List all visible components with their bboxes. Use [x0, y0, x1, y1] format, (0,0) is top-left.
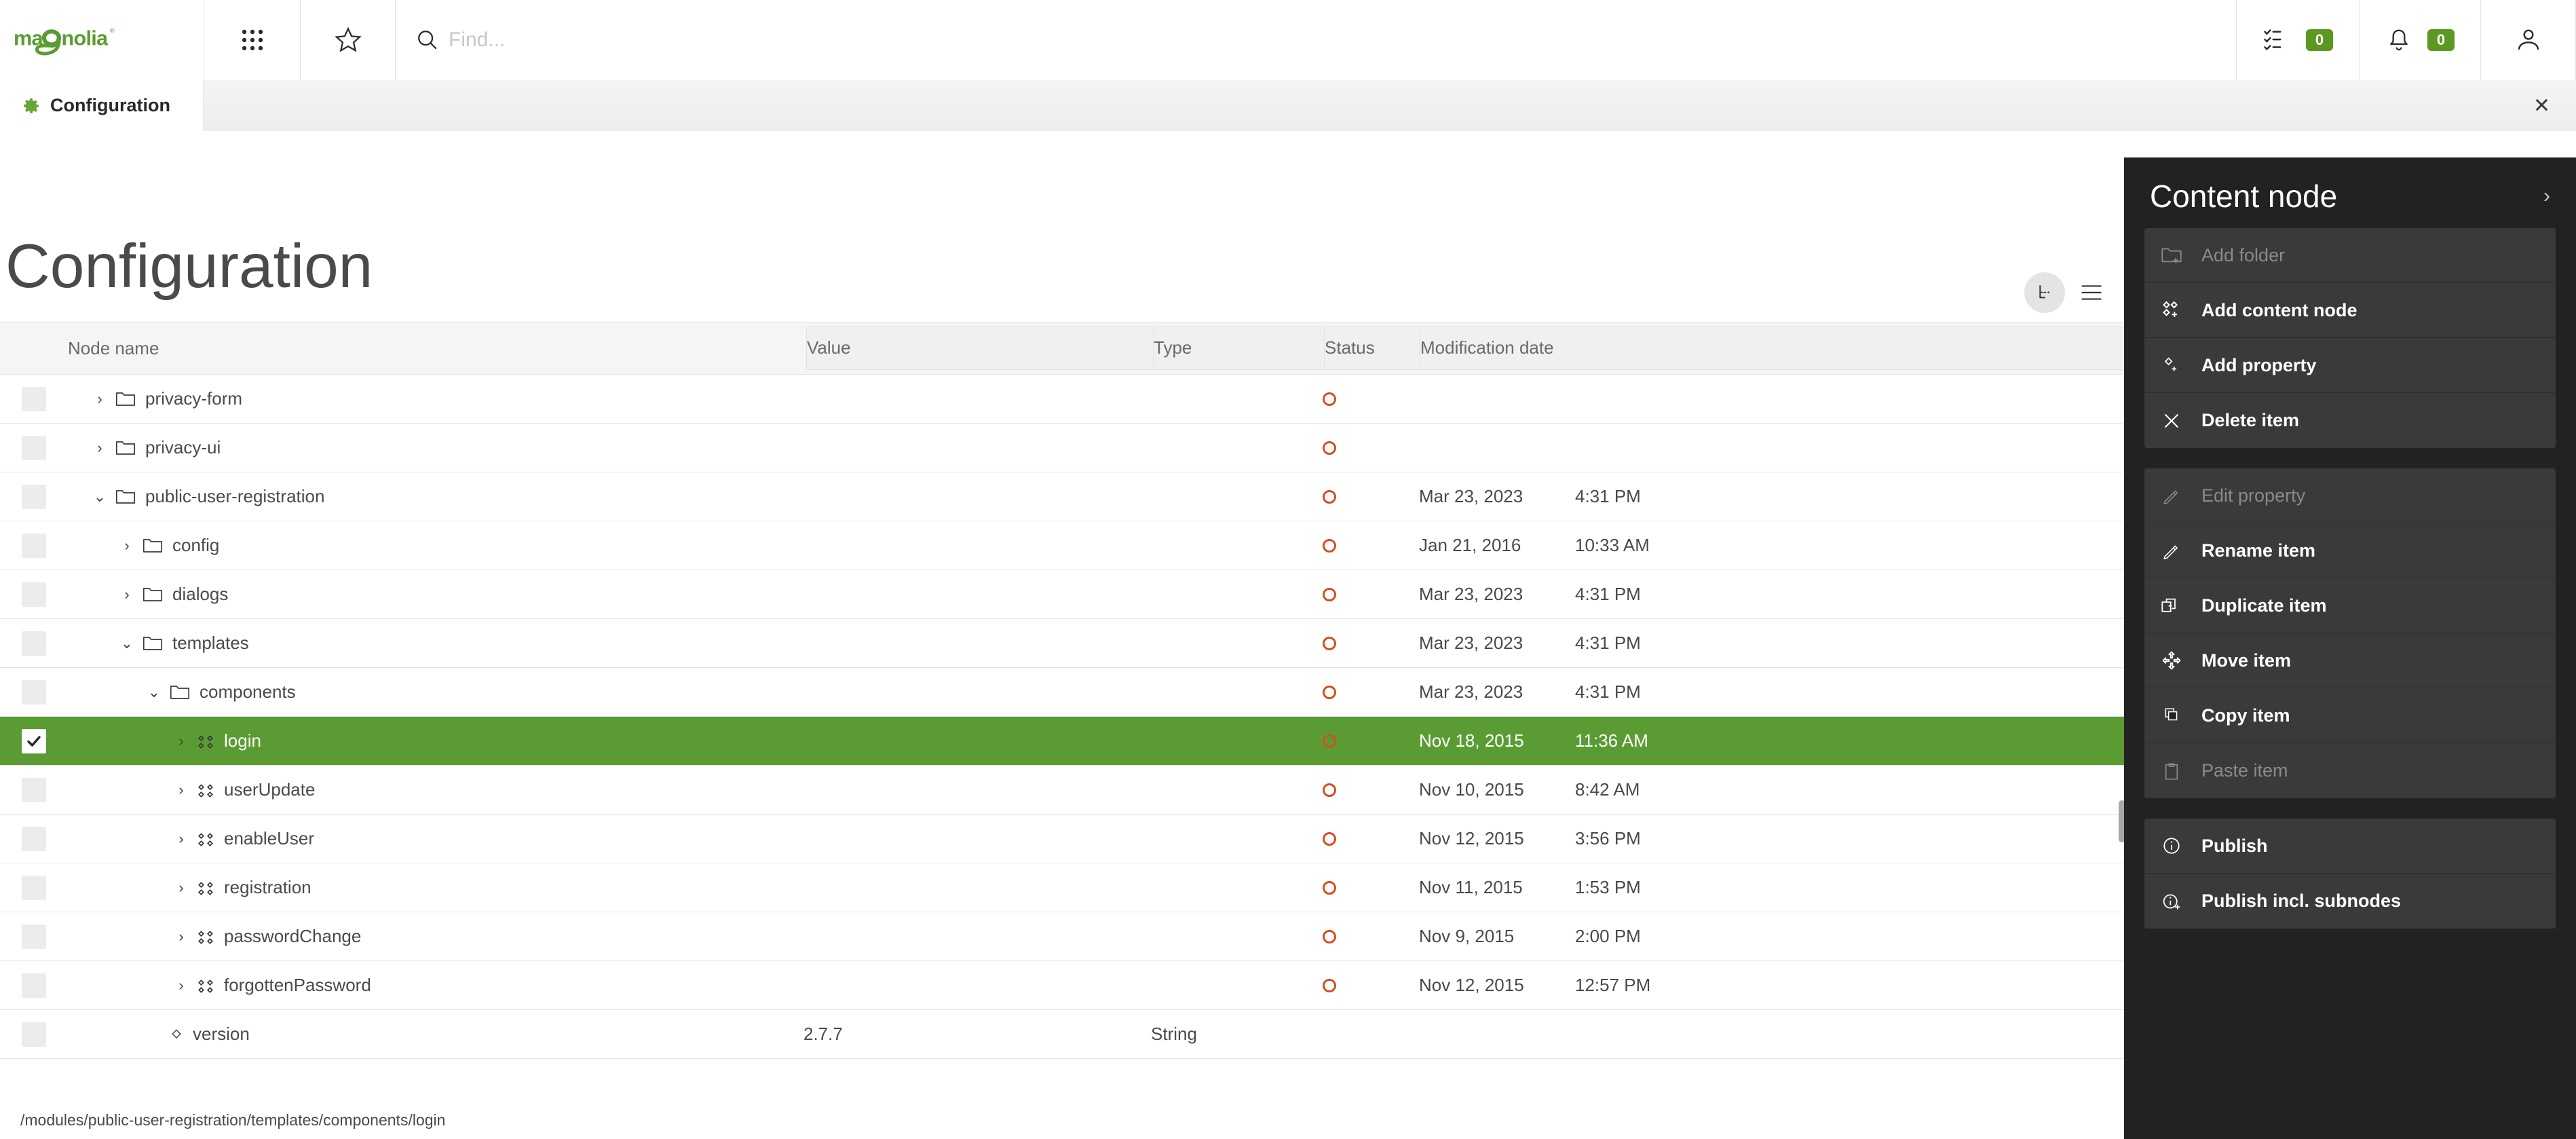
svg-text:nolia: nolia	[62, 27, 109, 50]
svg-text:®: ®	[110, 27, 115, 34]
